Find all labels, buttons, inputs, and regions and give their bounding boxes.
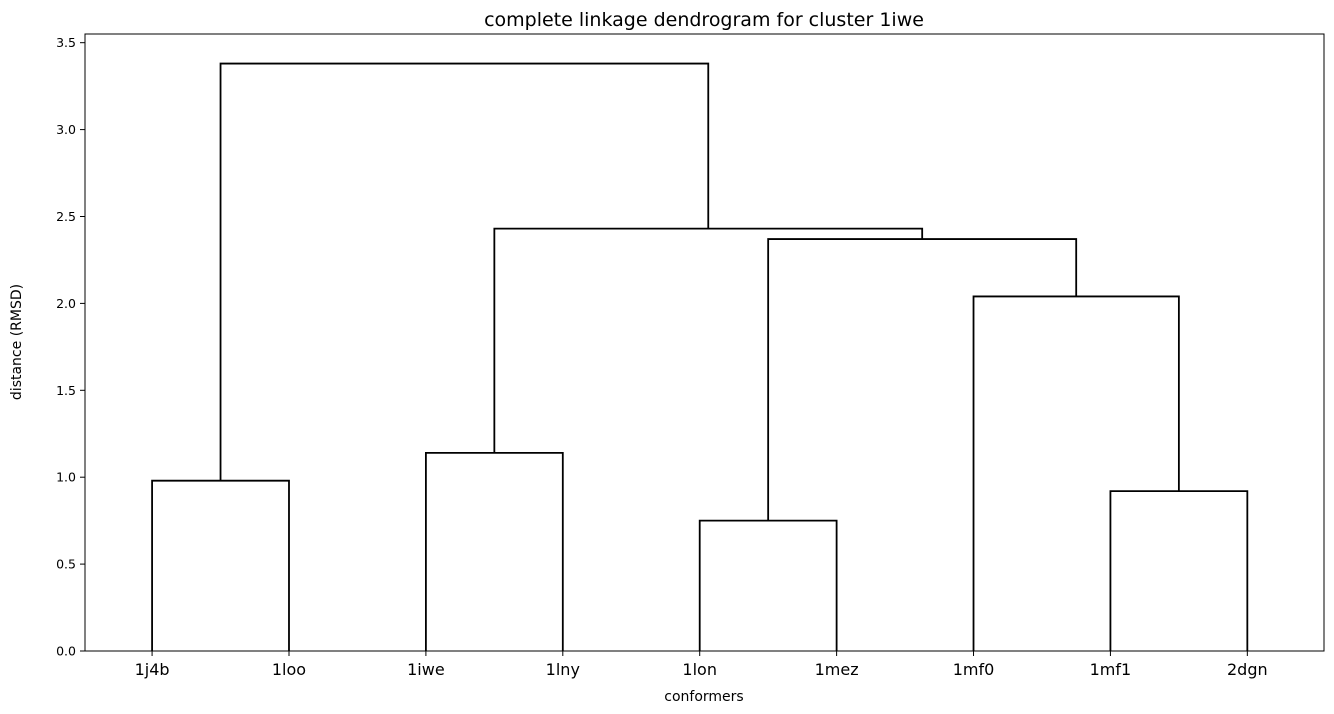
x-axis-label: conformers xyxy=(664,689,743,705)
leaf-label-1iwe: 1iwe xyxy=(407,660,445,679)
dendrogram-link-5 xyxy=(972,295,1180,651)
dendrogram-link-6 xyxy=(767,238,1078,521)
dendrogram-link-8 xyxy=(219,62,710,481)
dendrogram-link-4 xyxy=(1109,490,1249,651)
y-axis: 0.0 0.5 1.0 1.5 2.0 2.5 3.0 3.5 xyxy=(56,35,85,659)
leaf-label-2dgn: 2dgn xyxy=(1227,660,1268,679)
dendrogram-links xyxy=(151,62,1249,651)
y-tick-label: 0.5 xyxy=(56,557,76,572)
dendrogram-link-3 xyxy=(698,519,838,651)
dendrogram-link-1 xyxy=(151,479,290,651)
y-tick-label: 3.0 xyxy=(56,122,76,137)
leaf-label-1mf0: 1mf0 xyxy=(953,660,995,679)
x-axis: 1j4b 1loo 1iwe 1lny 1lon 1mez 1mf0 1mf1 2dgn xyxy=(135,651,1268,679)
y-tick-label: 3.5 xyxy=(56,35,76,50)
leaf-label-1mf1: 1mf1 xyxy=(1090,660,1132,679)
y-tick-label: 1.0 xyxy=(56,470,76,485)
y-tick-label: 1.5 xyxy=(56,383,76,398)
leaf-label-1lon: 1lon xyxy=(682,660,717,679)
dendrogram-link-7 xyxy=(493,227,924,453)
dendrogram-link-2 xyxy=(424,451,564,651)
y-tick-label: 0.0 xyxy=(56,644,76,659)
plot-frame xyxy=(84,33,1325,652)
leaf-label-1loo: 1loo xyxy=(272,660,306,679)
y-axis-label: distance (RMSD) xyxy=(9,284,25,400)
chart-title: complete linkage dendrogram for cluster … xyxy=(484,9,924,31)
leaf-label-1lny: 1lny xyxy=(546,660,580,679)
leaf-label-1j4b: 1j4b xyxy=(135,660,170,679)
y-tick-label: 2.0 xyxy=(56,296,76,311)
leaf-label-1mez: 1mez xyxy=(815,660,859,679)
y-tick-label: 2.5 xyxy=(56,209,76,224)
